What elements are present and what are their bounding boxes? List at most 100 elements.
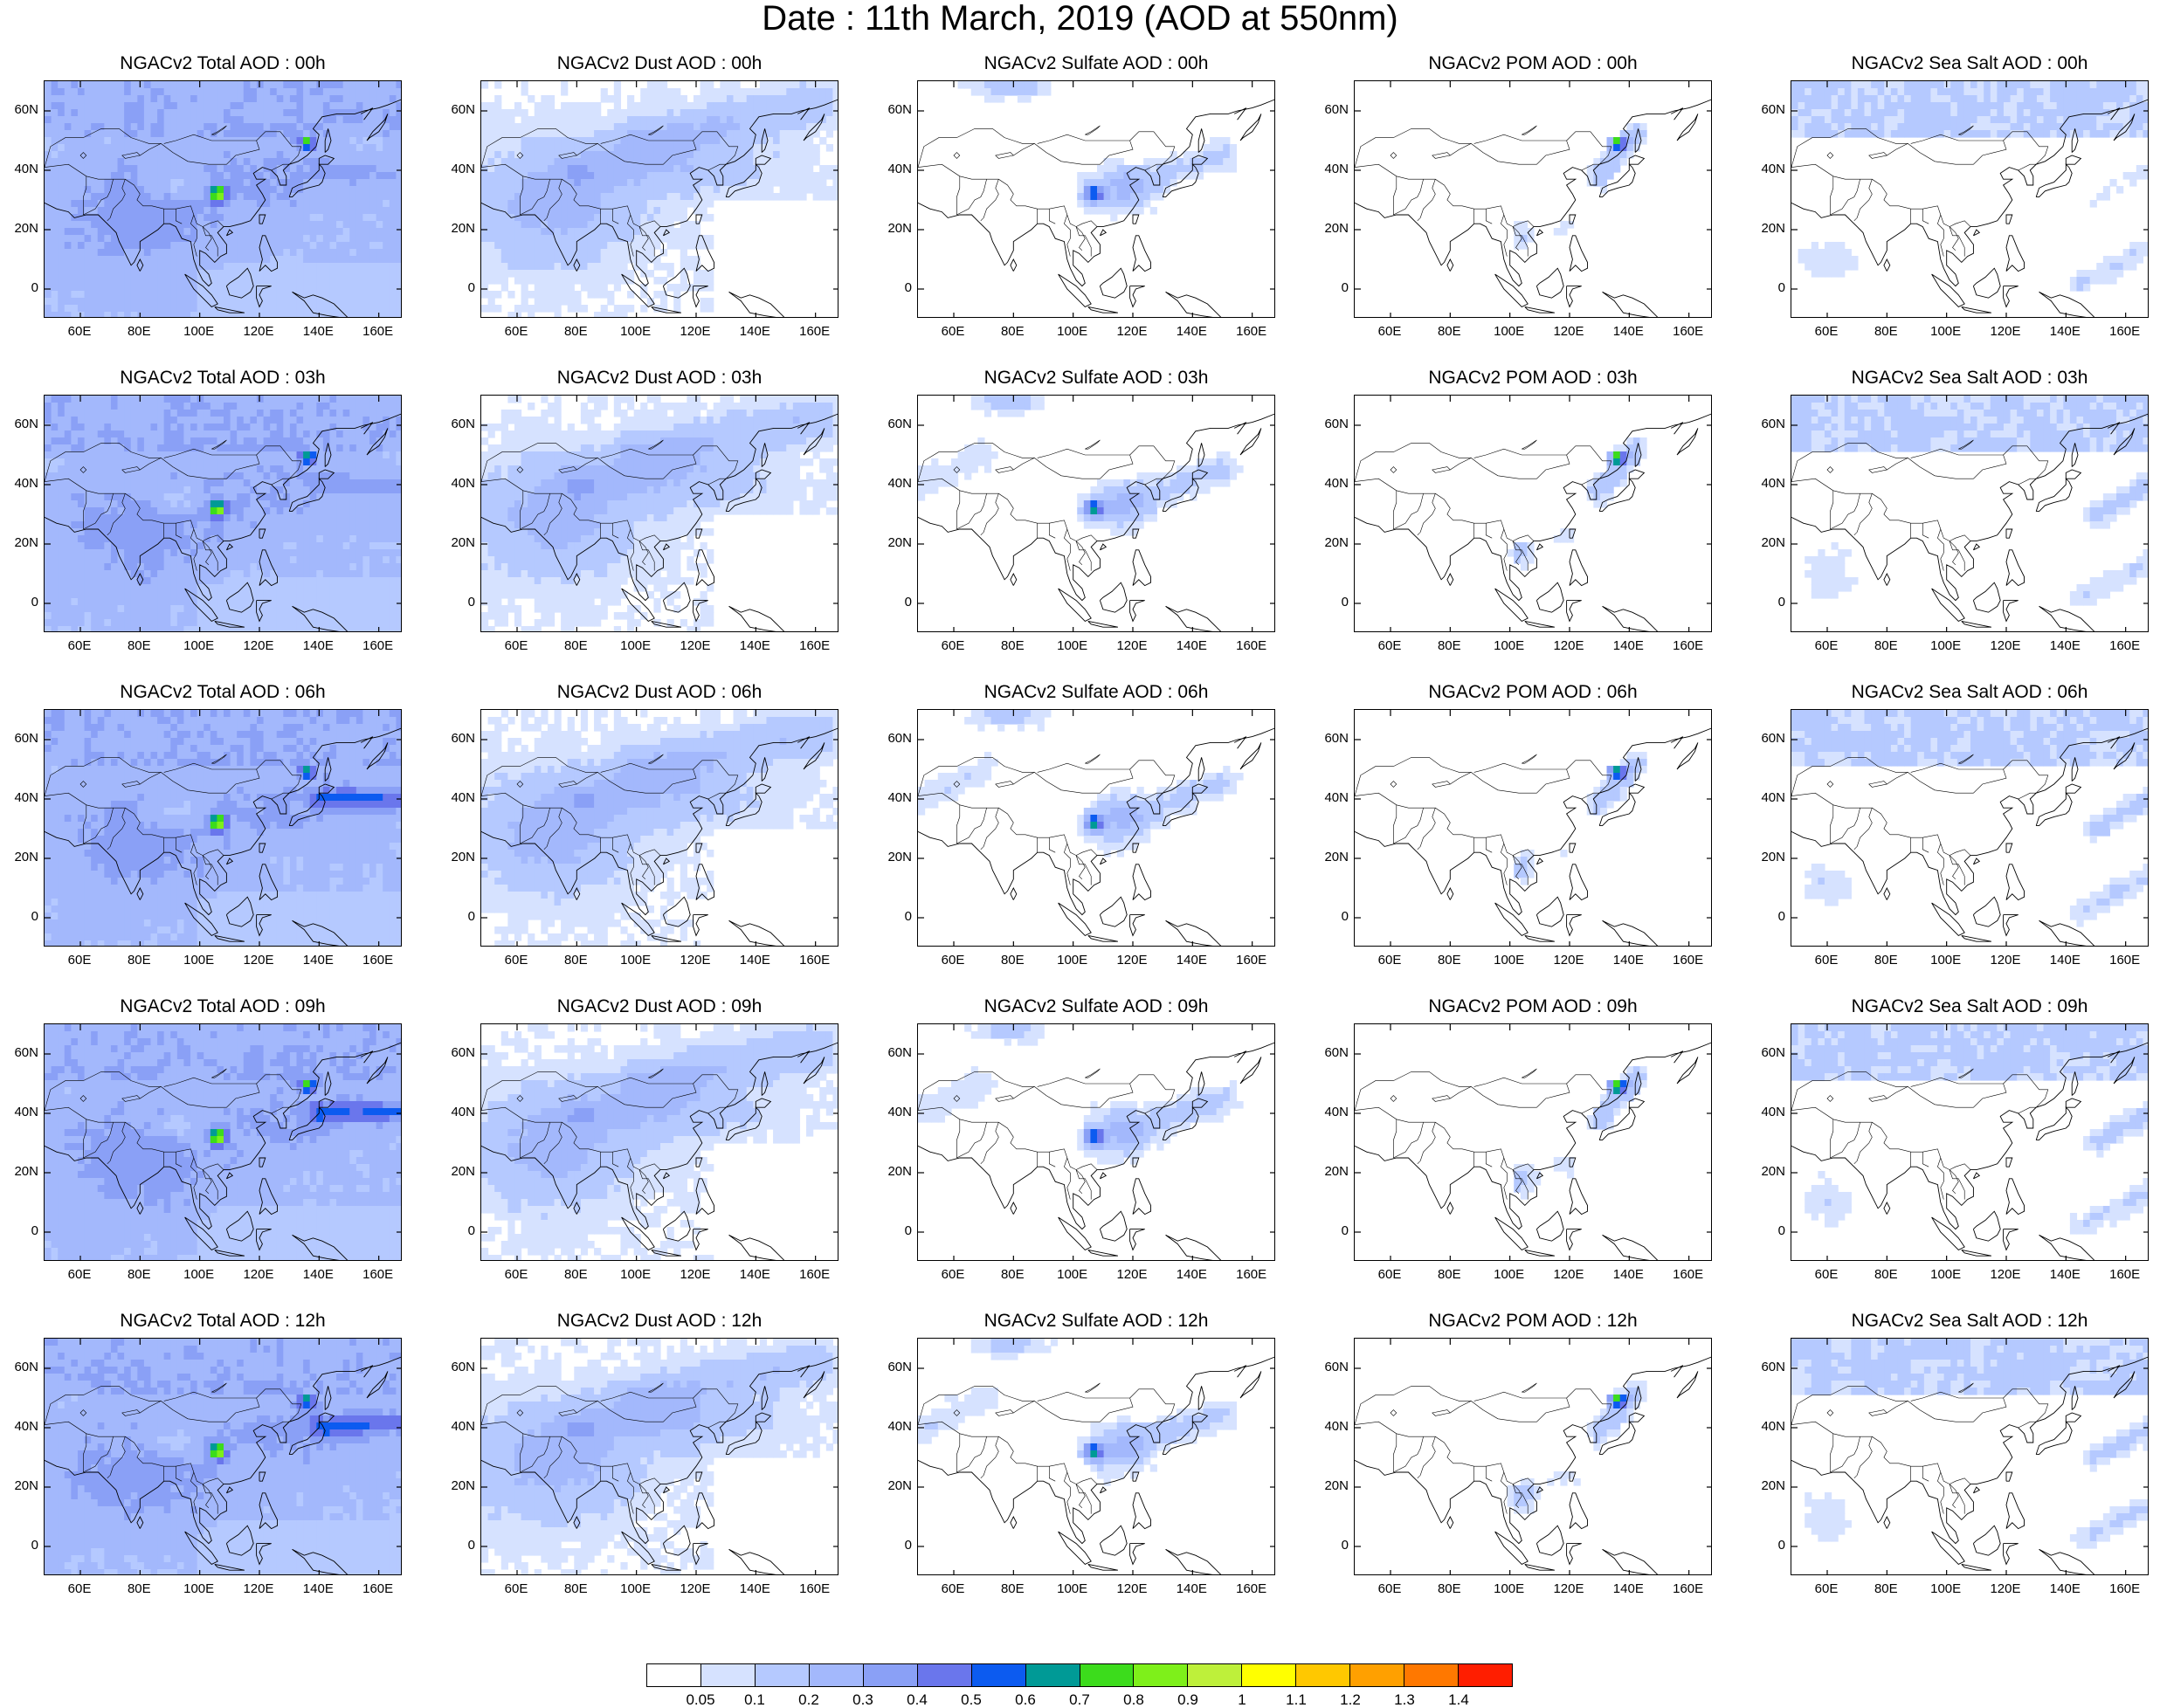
lon-label: 60E (1805, 325, 1848, 339)
country-border (2003, 760, 2049, 794)
lat-label: 60N (440, 417, 475, 431)
coastline (292, 1234, 348, 1260)
coastline (259, 528, 266, 539)
lon-label: 80E (117, 639, 161, 653)
coastline (1791, 413, 2148, 602)
lat-label: 0 (1750, 281, 1785, 295)
aod-field (1355, 81, 1711, 317)
colorbar-swatch (1134, 1664, 1189, 1686)
country-border (256, 445, 302, 479)
lon-label: 160E (793, 1268, 837, 1282)
lon-label: 160E (1230, 954, 1273, 968)
country-border (1791, 1106, 1971, 1170)
coastline (2065, 783, 2082, 794)
lon-label: 120E (237, 954, 280, 968)
country-border (918, 1106, 1098, 1170)
country-border (140, 448, 260, 479)
coastline (662, 1525, 691, 1556)
lon-label: 120E (1984, 325, 2027, 339)
coastline (214, 934, 245, 942)
coastline (2065, 469, 2082, 479)
country-border (1129, 760, 1176, 794)
coastline (1569, 1492, 1588, 1530)
coastline (256, 914, 272, 937)
country-border (1830, 1122, 1860, 1159)
lat-label: 20N (877, 536, 912, 550)
coastline (1132, 1492, 1151, 1530)
country-border (1075, 541, 1086, 566)
map-plot (1791, 395, 2149, 632)
panel-title: NGACv2 Sulfate AOD : 00h (882, 52, 1310, 75)
coastline (621, 588, 655, 622)
coastline (1569, 214, 1577, 224)
country-border (481, 757, 598, 796)
map-plot (44, 395, 402, 632)
country-border (202, 226, 218, 257)
coastline (728, 605, 785, 631)
lon-label: 120E (237, 1582, 280, 1596)
coastline (1972, 1486, 1981, 1494)
coastline (1602, 605, 1659, 631)
country-border (1581, 163, 1600, 171)
country-border (1949, 1484, 1959, 1509)
lon-label: 100E (1051, 639, 1094, 653)
lon-label: 60E (931, 1582, 975, 1596)
lon-label: 80E (990, 1582, 1034, 1596)
colorbar-swatch (1080, 1664, 1135, 1686)
coastline (728, 1548, 785, 1574)
coastline (256, 286, 272, 308)
country-border (1791, 1386, 1908, 1425)
coastline (1233, 422, 1247, 435)
country-border (520, 1433, 524, 1472)
aod-field (481, 710, 838, 946)
lon-label: 140E (1606, 1268, 1650, 1282)
country-border (1937, 1471, 1944, 1514)
coastline (1355, 413, 1711, 602)
country-border (1013, 134, 1134, 165)
lon-label: 60E (1368, 639, 1411, 653)
lon-label: 140E (1170, 954, 1213, 968)
coastline (573, 887, 581, 900)
aod-field (1791, 396, 2148, 631)
lon-label: 120E (1547, 954, 1591, 968)
lon-label: 60E (931, 954, 975, 968)
country-border (2003, 1074, 2049, 1108)
aod-field (1355, 710, 1711, 946)
country-border (1075, 1484, 1086, 1509)
coastline (1355, 1356, 1711, 1545)
coastline (1931, 1216, 1965, 1250)
lat-label: 60N (1314, 1046, 1349, 1060)
coastline (1566, 1229, 1582, 1251)
coastline (2065, 1412, 2082, 1422)
coastline (1931, 902, 1965, 936)
lon-label: 140E (1606, 1582, 1650, 1596)
coastline (288, 1106, 326, 1141)
country-border (2003, 445, 2049, 479)
country-border (1144, 792, 1163, 800)
lat-label: 60N (1750, 732, 1785, 746)
colorbar-label: 1.3 (1383, 1692, 1426, 1708)
coastline (1099, 1486, 1108, 1494)
coastline (1010, 1516, 1018, 1529)
lon-label: 60E (1805, 954, 1848, 968)
coastline (1524, 1249, 1555, 1257)
coastline (481, 1042, 838, 1230)
lon-label: 160E (356, 1582, 400, 1596)
country-border (520, 804, 524, 844)
lon-label: 140E (1170, 639, 1213, 653)
country-border (481, 1071, 598, 1111)
country-border (107, 1122, 126, 1165)
coastline (1010, 1202, 1018, 1215)
panel-title: NGACv2 Sulfate AOD : 09h (882, 995, 1310, 1018)
lon-label: 80E (1864, 1582, 1908, 1596)
coastline (803, 742, 825, 770)
lake-outline (1522, 1382, 1537, 1393)
country-border (1393, 808, 1424, 844)
country-border (576, 1391, 697, 1422)
colorbar-swatch (809, 1664, 864, 1686)
coastline (728, 291, 785, 317)
coastline (366, 114, 389, 141)
coastline (651, 306, 681, 313)
aod-field (45, 1024, 401, 1260)
coastline (803, 428, 825, 456)
